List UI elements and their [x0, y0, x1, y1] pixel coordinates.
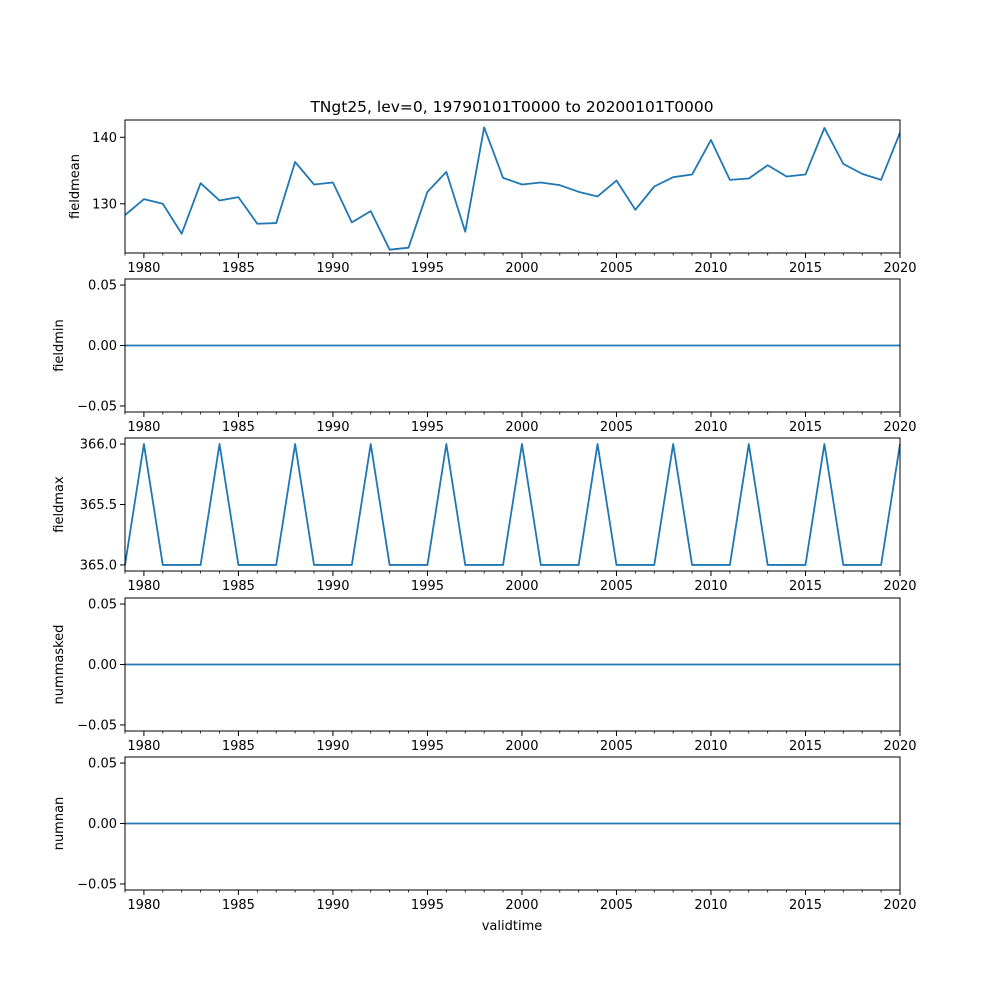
nummasked-y-tick-label: −0.05 — [77, 718, 117, 733]
fieldmax-x-tick-label-2005: 2005 — [600, 579, 633, 594]
fieldmax-x-tick-label-2015: 2015 — [789, 579, 822, 594]
fieldmean-axes-frame — [124, 119, 901, 254]
fieldmin-y-tick-label: 0.00 — [88, 339, 117, 354]
fieldmean-series-line — [124, 126, 901, 251]
fieldmean-x-tick-label-2005: 2005 — [600, 261, 633, 276]
fieldmax-series-line — [124, 443, 901, 566]
fieldmax-y-tick-label: 366.0 — [80, 438, 117, 453]
fieldmin-x-tick-label-2010: 2010 — [694, 420, 727, 435]
nummasked-y-tick-label: 0.05 — [88, 598, 117, 613]
nummasked-x-tick-label-1990: 1990 — [316, 739, 349, 754]
fieldmin-x-tick-label-1980: 1980 — [127, 420, 160, 435]
fieldmean-x-tick-label-1985: 1985 — [222, 261, 255, 276]
fieldmax-y-axis-label: fieldmax — [52, 476, 67, 533]
fieldmean-y-tick-label: 140 — [92, 131, 117, 146]
fieldmean-x-tick-label-1995: 1995 — [411, 261, 444, 276]
numnan-x-tick-label-1985: 1985 — [222, 898, 255, 913]
nummasked-x-tick-label-2020: 2020 — [883, 739, 916, 754]
numnan-x-tick-label-2015: 2015 — [789, 898, 822, 913]
fieldmean-subplot: 1980 1985 1990 1995 2000 2005 2010 2015 2020 130 1… — [68, 119, 917, 276]
fieldmin-x-tick-label-1990: 1990 — [316, 420, 349, 435]
subplots: 1980 1985 1990 1995 2000 2005 2010 2015 2020 130 1… — [52, 119, 917, 913]
fieldmin-x-tick-label-2000: 2000 — [505, 420, 538, 435]
fieldmax-y-tick-label: 365.5 — [80, 498, 117, 513]
fieldmax-subplot: 1980 1985 1990 1995 2000 2005 2010 2015 2020 366.… — [52, 437, 917, 594]
fieldmean-x-tick-label-2020: 2020 — [883, 261, 916, 276]
fieldmin-x-tick-label-2015: 2015 — [789, 420, 822, 435]
nummasked-y-tick-label: 0.00 — [88, 658, 117, 673]
numnan-x-tick-label-1995: 1995 — [411, 898, 444, 913]
fieldmin-x-tick-label-1995: 1995 — [411, 420, 444, 435]
fieldmin-x-tick-label-2005: 2005 — [600, 420, 633, 435]
fieldmean-y-axis-label: fieldmean — [68, 154, 83, 219]
numnan-x-tick-label-2020: 2020 — [883, 898, 916, 913]
nummasked-x-tick-label-1980: 1980 — [127, 739, 160, 754]
chart-title: TNgt25, lev=0, 19790101T0000 to 20200101… — [309, 98, 713, 116]
fieldmax-y-tick-label: 365.0 — [80, 558, 117, 573]
fieldmin-y-tick-label: −0.05 — [77, 399, 117, 414]
x-axis-label: validtime — [482, 919, 543, 934]
nummasked-x-tick-label-1985: 1985 — [222, 739, 255, 754]
nummasked-x-tick-label-2015: 2015 — [789, 739, 822, 754]
fieldmin-subplot: 1980 1985 1990 1995 2000 2005 2010 2015 2020 0.05… — [52, 278, 917, 435]
nummasked-x-tick-label-2000: 2000 — [505, 739, 538, 754]
fieldmin-y-tick-label: 0.05 — [88, 279, 117, 294]
nummasked-x-tick-label-1995: 1995 — [411, 739, 444, 754]
fieldmean-x-tick-label-2010: 2010 — [694, 261, 727, 276]
fieldmax-x-tick-label-2020: 2020 — [883, 579, 916, 594]
numnan-y-tick-label: 0.05 — [88, 757, 117, 772]
numnan-x-tick-label-2010: 2010 — [694, 898, 727, 913]
numnan-y-tick-label: −0.05 — [77, 877, 117, 892]
fieldmean-x-tick-label-2015: 2015 — [789, 261, 822, 276]
fieldmax-x-tick-label-2000: 2000 — [505, 579, 538, 594]
fieldmin-x-tick-label-1985: 1985 — [222, 420, 255, 435]
nummasked-subplot: 1980 1985 1990 1995 2000 2005 2010 2015 2020 0.05… — [52, 597, 917, 754]
numnan-x-tick-label-1980: 1980 — [127, 898, 160, 913]
fieldmean-y-tick-label: 130 — [92, 197, 117, 212]
fieldmin-y-axis-label: fieldmin — [52, 319, 67, 372]
fieldmax-x-tick-label-1990: 1990 — [316, 579, 349, 594]
nummasked-y-axis-label: nummasked — [52, 625, 67, 705]
nummasked-x-tick-label-2005: 2005 — [600, 739, 633, 754]
numnan-y-axis-label: numnan — [52, 797, 67, 851]
nummasked-x-tick-label-2010: 2010 — [694, 739, 727, 754]
numnan-y-tick-label: 0.00 — [88, 817, 117, 832]
numnan-x-tick-label-2005: 2005 — [600, 898, 633, 913]
fieldmean-x-tick-label-1980: 1980 — [127, 261, 160, 276]
fieldmax-x-tick-label-1980: 1980 — [127, 579, 160, 594]
fieldmean-x-tick-label-2000: 2000 — [505, 261, 538, 276]
fieldmean-x-tick-label-1990: 1990 — [316, 261, 349, 276]
fieldmax-x-tick-label-1995: 1995 — [411, 579, 444, 594]
numnan-x-tick-label-1990: 1990 — [316, 898, 349, 913]
numnan-subplot: 1980 1985 1990 1995 2000 2005 2010 2015 2020 0.05… — [52, 756, 917, 913]
fieldmax-x-tick-label-2010: 2010 — [694, 579, 727, 594]
fieldmax-x-tick-label-1985: 1985 — [222, 579, 255, 594]
numnan-x-tick-label-2000: 2000 — [505, 898, 538, 913]
fieldmin-x-tick-label-2020: 2020 — [883, 420, 916, 435]
